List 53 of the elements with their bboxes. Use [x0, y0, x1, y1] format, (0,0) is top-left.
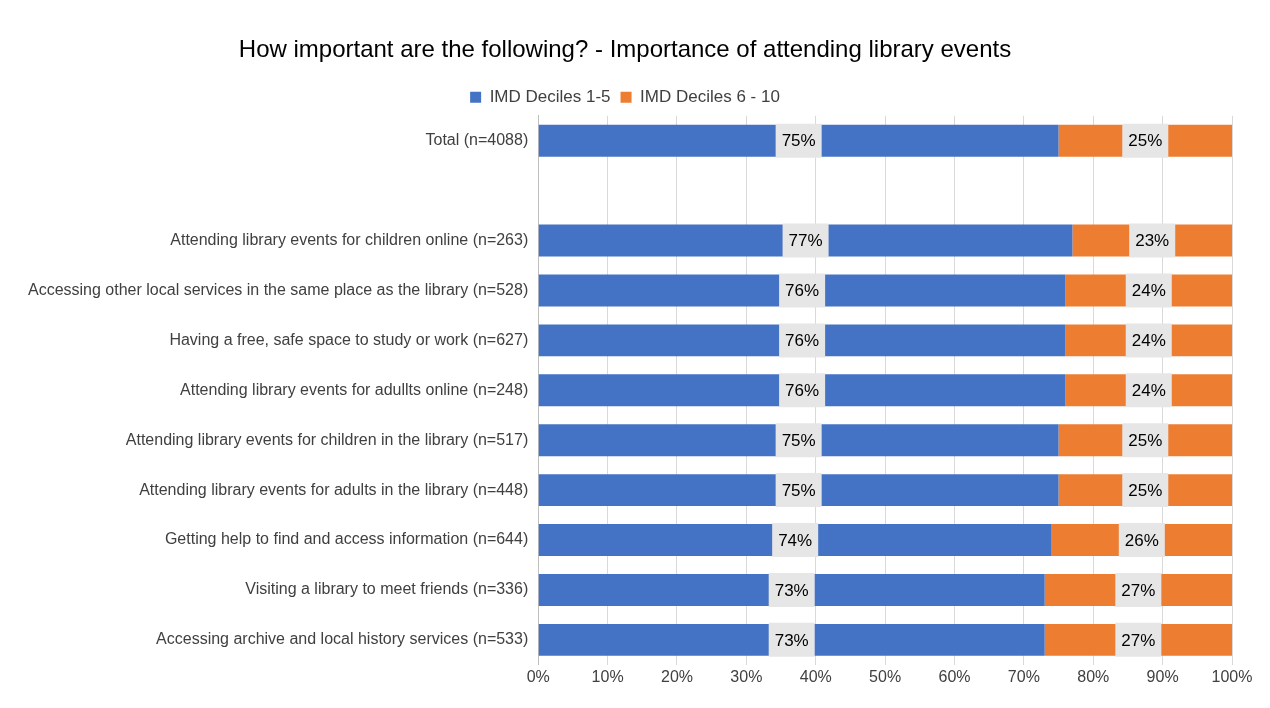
bar	[538, 224, 1073, 257]
y-tick-label: Attending library events for adullts online (n=248)	[180, 380, 529, 398]
data-label: 75%	[781, 430, 816, 450]
data-label: 25%	[1128, 480, 1163, 500]
x-tick-label: 90%	[1146, 667, 1179, 685]
bar	[538, 374, 1066, 407]
legend-label: IMD Deciles 6 - 10	[640, 86, 780, 106]
data-label: 27%	[1121, 580, 1156, 600]
y-tick-label: Accessing archive and local history services (n=533)	[156, 630, 529, 648]
data-label: 76%	[785, 380, 820, 400]
data-label: 27%	[1121, 630, 1156, 650]
data-label: 25%	[1128, 430, 1163, 450]
data-label: 25%	[1128, 131, 1163, 151]
x-tick-label: 20%	[660, 667, 694, 685]
x-tick-label: 50%	[869, 667, 902, 685]
x-tick-label: 80%	[1077, 667, 1110, 685]
data-label: 75%	[781, 480, 816, 500]
data-label: 74%	[778, 530, 813, 550]
y-tick-label: Getting help to find and access information (n=644)	[164, 530, 529, 548]
bar	[538, 623, 1045, 656]
data-label: 76%	[785, 331, 820, 351]
data-label: 23%	[1135, 231, 1170, 251]
data-label: 75%	[781, 131, 816, 151]
data-label: 24%	[1131, 331, 1166, 351]
bar	[538, 124, 1059, 157]
bar	[538, 424, 1059, 457]
chart-title: How important are the following? - Importance of attending library events	[238, 35, 1012, 63]
data-label: 26%	[1124, 530, 1159, 550]
data-label: 24%	[1131, 380, 1166, 400]
y-tick-label: Accessing other local services in the same place as the library (n=528)	[27, 280, 529, 298]
bar	[538, 474, 1059, 507]
bar	[538, 324, 1066, 357]
data-label: 73%	[774, 630, 809, 650]
x-tick-label: 30%	[730, 667, 763, 685]
legend-label: IMD Deciles 1-5	[489, 86, 611, 106]
x-tick-label: 60%	[938, 667, 971, 685]
bar	[538, 524, 1052, 556]
y-tick-label: Having a free, safe space to study or work (n=627)	[169, 330, 529, 348]
x-tick-label: 10%	[591, 667, 624, 685]
x-tick-label: 40%	[799, 667, 832, 685]
y-tick-label: Attending library events for children in the library (n=517)	[125, 430, 529, 448]
bar	[538, 573, 1045, 606]
y-tick-label: Attending library events for children online (n=263)	[170, 230, 529, 248]
data-label: 77%	[788, 231, 823, 251]
y-tick-label: Total (n=4088)	[425, 131, 529, 149]
y-tick-label: Visiting a library to meet friends (n=336)	[245, 580, 529, 598]
data-label: 73%	[774, 580, 809, 600]
data-label: 24%	[1131, 281, 1166, 301]
x-tick-label: 70%	[1007, 667, 1040, 685]
data-label: 76%	[785, 281, 820, 301]
x-tick-label: 100%	[1211, 667, 1253, 685]
y-tick-label: Attending library events for adults in the library (n=448)	[139, 480, 529, 498]
x-tick-label: 0%	[526, 667, 550, 685]
